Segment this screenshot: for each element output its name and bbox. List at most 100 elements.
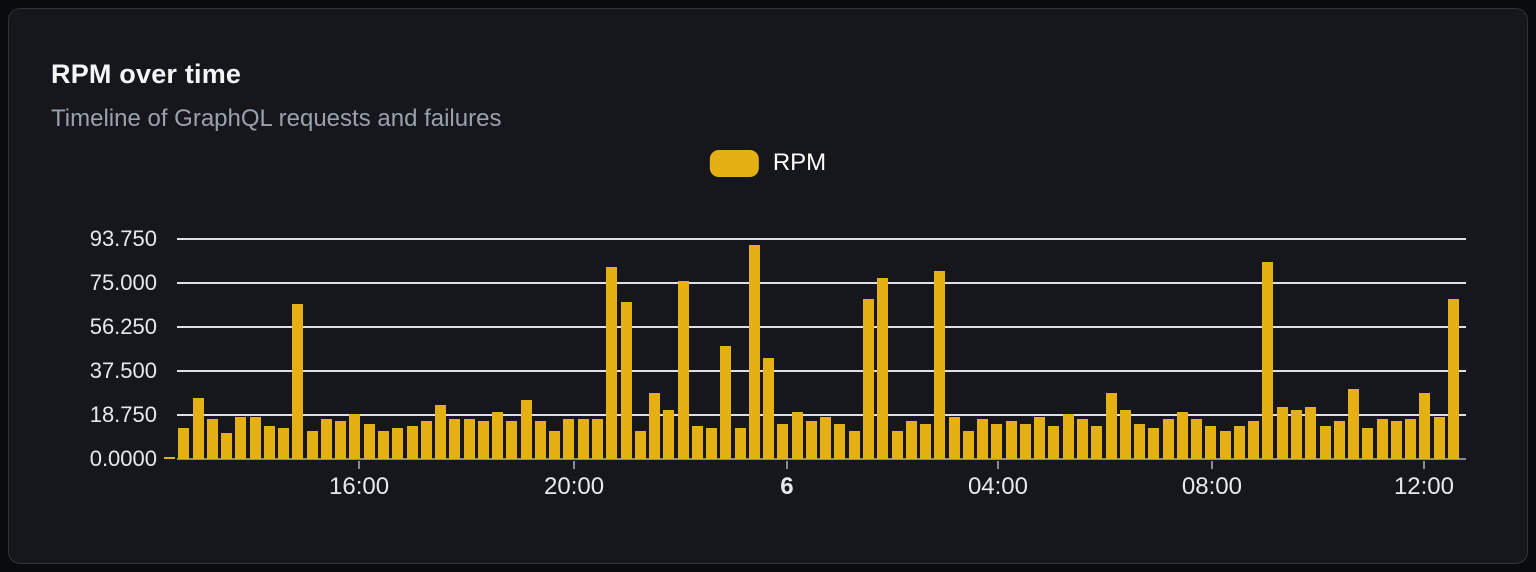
rpm-bar[interactable] [392,428,404,459]
rpm-bar[interactable] [1233,426,1245,459]
rpm-bar[interactable] [1205,426,1217,459]
rpm-bar[interactable] [1005,421,1017,459]
rpm-bar[interactable] [1390,421,1402,459]
rpm-bar[interactable] [463,419,475,459]
rpm-bar[interactable] [663,410,675,459]
rpm-bar[interactable] [1134,424,1146,459]
rpm-bar[interactable] [1276,407,1288,459]
rpm-bar[interactable] [1019,424,1031,459]
rpm-bar[interactable] [877,278,889,459]
rpm-bar[interactable] [1348,389,1360,459]
rpm-bar[interactable] [1105,393,1117,459]
rpm-bar[interactable] [178,428,190,459]
rpm-bar[interactable] [591,419,603,459]
rpm-bar[interactable] [1176,412,1188,459]
rpm-bar[interactable] [834,424,846,459]
y-tick-label: 0.0000 [89,446,157,471]
rpm-bar[interactable] [520,400,532,459]
rpm-bar[interactable] [477,421,489,459]
rpm-bar[interactable] [449,419,461,459]
rpm-bar[interactable] [577,419,589,459]
rpm-bar[interactable] [1405,419,1417,459]
rpm-bar[interactable] [1376,419,1388,459]
rpm-bar[interactable] [1148,428,1160,459]
rpm-bar[interactable] [1290,410,1302,459]
rpm-bar[interactable] [1191,419,1203,459]
rpm-bar[interactable] [934,271,946,459]
rpm-bar[interactable] [1262,262,1274,459]
rpm-bar[interactable] [848,431,860,459]
rpm-bar[interactable] [1034,417,1046,459]
rpm-bar[interactable] [920,424,932,459]
rpm-bar[interactable] [306,431,318,459]
rpm-bar[interactable] [278,428,290,459]
rpm-bar[interactable] [905,421,917,459]
rpm-bar[interactable] [192,398,204,459]
rpm-bar[interactable] [863,299,875,459]
rpm-bar[interactable] [1433,417,1445,459]
rpm-bar[interactable] [292,304,304,459]
rpm-bar[interactable] [734,428,746,459]
rpm-bar[interactable] [349,414,361,459]
rpm-bar[interactable] [962,431,974,459]
rpm-bar[interactable] [1319,426,1331,459]
rpm-bar[interactable] [948,417,960,459]
rpm-bar[interactable] [1248,421,1260,459]
rpm-bar[interactable] [1162,419,1174,459]
rpm-bar[interactable] [206,419,218,459]
rpm-bar[interactable] [649,393,661,459]
rpm-bar[interactable] [820,417,832,459]
rpm-bar[interactable] [249,417,261,459]
y-tick-label: 18.750 [89,402,157,427]
rpm-bar[interactable] [1219,431,1231,459]
rpm-bar[interactable] [320,419,332,459]
rpm-bar[interactable] [720,346,732,459]
rpm-bar[interactable] [1447,299,1459,459]
rpm-bar[interactable] [1119,410,1131,459]
rpm-bar[interactable] [791,412,803,459]
x-axis-line [177,458,1466,460]
x-tick-label: 08:00 [1181,473,1242,500]
rpm-bar[interactable] [706,428,718,459]
rpm-bar[interactable] [435,405,447,459]
rpm-bar[interactable] [677,281,689,459]
rpm-bar[interactable] [506,421,518,459]
x-tick-label: 16:00 [329,473,390,500]
rpm-bar[interactable] [763,358,775,459]
rpm-bar[interactable] [420,421,432,459]
legend-item-rpm[interactable]: RPM [709,149,826,177]
rpm-bar[interactable] [377,431,389,459]
rpm-bar[interactable] [563,419,575,459]
rpm-bar[interactable] [1305,407,1317,459]
rpm-bar[interactable] [1062,414,1074,459]
rpm-bar[interactable] [235,417,247,459]
x-tick-mark [996,461,999,469]
rpm-bar[interactable] [1048,426,1060,459]
rpm-bar[interactable] [1333,421,1345,459]
chart-subtitle: Timeline of GraphQL requests and failure… [51,105,502,132]
rpm-bar[interactable] [777,424,789,459]
rpm-bar[interactable] [534,421,546,459]
rpm-bar[interactable] [606,267,618,459]
rpm-bar[interactable] [748,245,760,459]
rpm-bar[interactable] [977,419,989,459]
rpm-bar[interactable] [221,433,233,459]
rpm-bar[interactable] [1419,393,1431,459]
rpm-bar[interactable] [335,421,347,459]
rpm-bar[interactable] [634,431,646,459]
rpm-bar[interactable] [891,431,903,459]
rpm-bar[interactable] [991,424,1003,459]
rpm-bar[interactable] [549,431,561,459]
rpm-bar[interactable] [1362,428,1374,459]
rpm-bar[interactable] [406,426,418,459]
rpm-bar[interactable] [1077,419,1088,459]
rpm-bar[interactable] [363,424,375,459]
y-tick-label: 37.500 [89,358,157,383]
rpm-bar[interactable] [164,457,175,459]
rpm-bar[interactable] [263,426,275,459]
rpm-bar[interactable] [620,302,632,459]
rpm-bar[interactable] [691,426,703,459]
rpm-bar[interactable] [492,412,504,459]
rpm-bar[interactable] [1091,426,1103,459]
rpm-bar[interactable] [805,421,817,459]
